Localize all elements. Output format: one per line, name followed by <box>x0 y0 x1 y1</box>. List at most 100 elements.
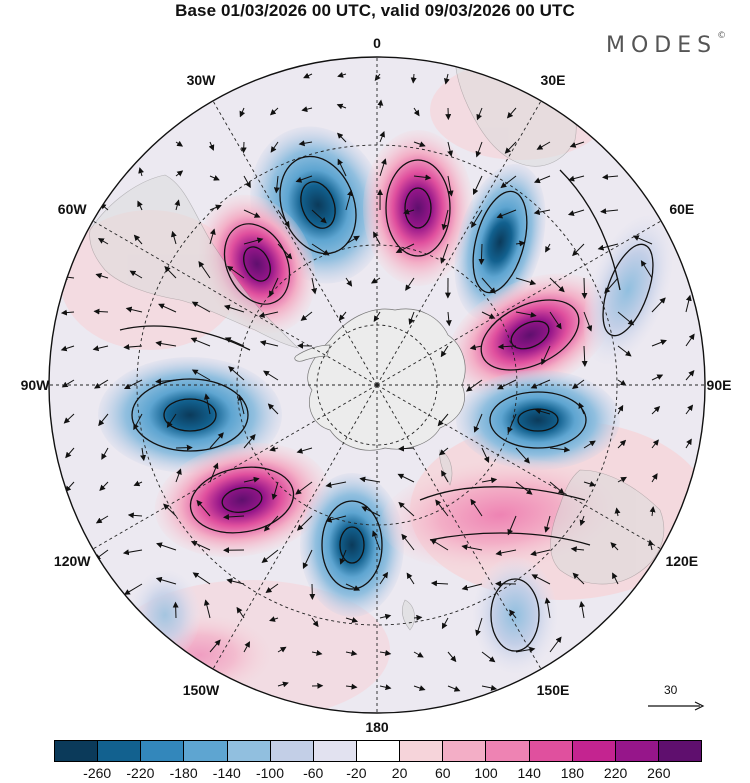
wind-vector <box>302 549 313 570</box>
wind-vector <box>379 613 392 620</box>
wind-vector <box>296 515 313 531</box>
wind-vector <box>403 208 415 215</box>
meridians <box>49 57 705 713</box>
wind-vector <box>239 107 246 118</box>
wind-vector <box>481 447 490 464</box>
wind-vector <box>549 311 562 330</box>
wind-vector <box>515 277 537 286</box>
wind-vector <box>269 616 279 622</box>
streamline-contour <box>385 159 451 257</box>
wind-vector <box>481 684 498 691</box>
wind-vector <box>209 462 219 483</box>
wind-vector <box>133 234 143 245</box>
colorbar-tick-label: -100 <box>255 765 285 781</box>
wind-vector <box>175 140 184 147</box>
wind-vector <box>60 309 75 316</box>
wind-vector <box>447 141 454 157</box>
wind-vector <box>632 235 653 245</box>
meridian-line <box>376 384 542 670</box>
wind-vector <box>533 209 551 216</box>
wind-vector <box>295 481 313 495</box>
wind-vector <box>243 237 264 245</box>
wind-vector <box>475 141 483 158</box>
wind-vector <box>612 572 619 585</box>
wind-vector <box>515 311 537 318</box>
wind-vector <box>99 481 109 492</box>
wind-vector <box>495 549 517 556</box>
meridian-line <box>212 384 378 670</box>
antarctic-peninsula <box>294 344 331 362</box>
wind-vector <box>345 235 360 245</box>
graticule <box>49 57 705 713</box>
wind-vector <box>473 413 483 433</box>
wind-vector <box>413 174 432 181</box>
longitude-label: 30E <box>541 72 566 88</box>
negative-anomaly <box>456 370 620 470</box>
wind-vector <box>138 167 145 177</box>
colorbar-segment <box>572 741 616 761</box>
wind-vector <box>191 301 211 313</box>
colorbar-tick-label: -180 <box>169 765 198 781</box>
wind-vector <box>226 265 245 279</box>
wind-vector <box>469 344 483 351</box>
streamlines <box>119 155 654 652</box>
wind-vector <box>65 447 75 459</box>
map-boundary <box>48 56 706 714</box>
wind-vector <box>617 476 627 483</box>
wind-vector <box>651 439 659 449</box>
wind-vector <box>122 549 143 556</box>
wind-vector <box>507 515 517 536</box>
wind-vector <box>124 379 143 390</box>
wind-vector <box>269 277 279 298</box>
negative-anomaly <box>98 357 282 473</box>
wind-vector <box>203 393 211 415</box>
wind-vector <box>545 243 551 253</box>
wind-vector <box>298 140 313 147</box>
wind-vector <box>379 649 392 656</box>
colorbar-tick-label: -20 <box>346 765 367 781</box>
wind-vector <box>544 597 551 619</box>
wind-vector <box>549 446 571 453</box>
streamline-contour <box>339 526 365 564</box>
wind-vector <box>263 370 279 381</box>
wind-vector <box>572 243 585 257</box>
colorbar-segment <box>615 741 659 761</box>
wind-vector <box>125 306 143 313</box>
wind-vector <box>481 311 496 319</box>
wind-vector <box>243 476 260 483</box>
wind-vector <box>311 243 330 256</box>
longitude-label: 120W <box>54 553 91 569</box>
wind-vector <box>583 440 596 449</box>
wind-vector <box>311 209 327 224</box>
wind-vector <box>361 506 381 517</box>
wind-vector <box>406 572 415 585</box>
wind-vector <box>600 208 619 215</box>
wind-vector <box>123 583 143 595</box>
wind-vector <box>164 265 177 279</box>
wind-vector <box>504 141 517 154</box>
colorbar-tick-label: 220 <box>603 765 628 781</box>
colorbar-tick-label: -60 <box>303 765 324 781</box>
wind-vector <box>651 297 666 313</box>
wind-vector <box>533 175 551 184</box>
wind-vector <box>338 311 347 321</box>
wind-vector <box>277 209 290 228</box>
wind-vector <box>93 308 109 315</box>
wind-vector <box>337 72 347 78</box>
wind-vector <box>617 311 635 326</box>
wind-vector <box>337 158 347 177</box>
wind-vector <box>155 378 177 385</box>
wind-vector <box>685 294 692 313</box>
wind-vector <box>236 606 245 619</box>
wind-vector <box>166 413 177 428</box>
wind-vector <box>478 243 485 265</box>
wind-vector <box>567 209 585 217</box>
wind-vector <box>270 141 279 153</box>
streamline-contour <box>419 486 586 501</box>
wind-vector <box>640 260 653 279</box>
wind-vector <box>447 175 454 197</box>
wind-vector <box>500 175 517 189</box>
wind-vector <box>277 243 293 260</box>
positive-anomaly <box>447 273 613 397</box>
longitude-label: 90W <box>21 377 51 393</box>
